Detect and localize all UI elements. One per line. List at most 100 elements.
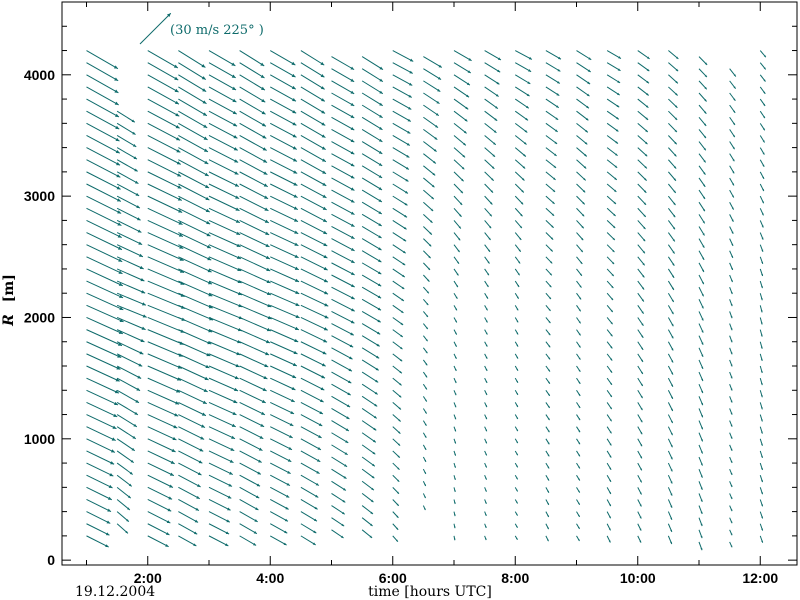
arrow-head [760, 419, 763, 422]
wind-vector [270, 401, 295, 415]
wind-vector [208, 329, 242, 344]
arrow-head [495, 106, 498, 109]
arrow-head [174, 88, 179, 93]
arrow-head [454, 405, 457, 408]
wind-vector [759, 280, 763, 289]
wind-vector [178, 426, 205, 440]
arrow-head [427, 267, 431, 270]
wind-vector [239, 74, 266, 91]
wind-vector [484, 98, 499, 110]
arrow-head [454, 441, 456, 444]
arrow-head [133, 156, 137, 160]
arrow-head [116, 174, 121, 178]
arrow-head [578, 418, 581, 421]
wind-vector [147, 207, 183, 225]
wind-vector [208, 159, 239, 175]
wind-vector [759, 171, 765, 180]
wind-vector [453, 280, 459, 288]
wind-vector [484, 487, 487, 492]
arrow-head [463, 130, 467, 134]
arrow-head [203, 136, 208, 140]
wind-vector [453, 147, 466, 158]
wind-vector [208, 474, 233, 487]
wind-vector [484, 256, 490, 264]
wind-vector [86, 377, 120, 394]
wind-vector [453, 159, 465, 170]
wind-vector [576, 220, 585, 229]
wind-vector [208, 450, 234, 464]
arrow-head [424, 484, 426, 486]
arrow-head [731, 207, 734, 210]
wind-vector [208, 268, 242, 284]
arrow-head [762, 140, 765, 143]
wind-vector [208, 207, 241, 224]
wind-vector [545, 462, 550, 469]
wind-vector [576, 462, 581, 469]
arrow-head [405, 166, 409, 170]
wind-vector [331, 153, 355, 167]
arrow-head [454, 381, 457, 384]
arrow-head [646, 56, 650, 59]
arrow-head [428, 255, 431, 259]
arrow-head [700, 475, 703, 478]
wind-vector [698, 541, 703, 551]
wind-vector [331, 177, 355, 191]
arrow-head [378, 259, 382, 263]
wind-vector [86, 389, 119, 406]
wind-vector [178, 474, 201, 488]
arrow-head [407, 118, 411, 122]
wind-vector [239, 122, 267, 139]
arrow-head [106, 520, 111, 524]
arrow-head [233, 122, 238, 127]
arrow-head [520, 202, 524, 205]
wind-vector [331, 189, 355, 203]
arrow-head [701, 402, 703, 406]
wind-vector [300, 122, 326, 138]
wind-vector [208, 244, 242, 260]
wind-vector [514, 195, 524, 205]
arrow-head [289, 434, 293, 438]
wind-vector [392, 256, 406, 266]
wind-vector [545, 426, 550, 433]
arrow-head [206, 220, 211, 225]
arrow-head [113, 413, 118, 417]
arrow-head [609, 504, 611, 507]
wind-vector [514, 523, 518, 528]
arrow-head [397, 479, 400, 482]
arrow-head [350, 223, 355, 227]
wind-vector [270, 499, 289, 510]
arrow-head [127, 507, 130, 510]
wind-vector [331, 359, 353, 372]
arrow-head [178, 233, 183, 237]
wind-vector [545, 474, 550, 481]
arrow-head [376, 355, 380, 359]
arrow-head [700, 463, 703, 466]
arrow-head [763, 67, 766, 70]
arrow-head [320, 86, 325, 90]
wind-vector [208, 74, 237, 91]
arrow-head [701, 330, 704, 333]
arrow-head [115, 137, 120, 142]
arrow-head [670, 444, 673, 448]
arrow-head [141, 326, 146, 330]
arrow-head [108, 484, 113, 488]
arrow-head [700, 535, 703, 539]
arrow-head [166, 13, 171, 18]
wind-vector [545, 341, 551, 348]
arrow-head [205, 184, 210, 188]
wind-vector [116, 426, 137, 440]
arrow-head [429, 232, 432, 235]
wind-vector [147, 535, 169, 548]
arrow-head [343, 476, 347, 479]
arrow-head [372, 451, 376, 455]
arrow-head [486, 296, 488, 299]
arrow-head [555, 105, 559, 108]
arrow-head [115, 378, 120, 382]
wind-vector [178, 195, 211, 213]
wind-vector [392, 414, 402, 422]
arrow-head [321, 134, 326, 138]
wind-vector [178, 486, 201, 500]
arrow-head [424, 411, 427, 414]
arrow-head [489, 225, 492, 229]
wind-vector [545, 256, 553, 264]
